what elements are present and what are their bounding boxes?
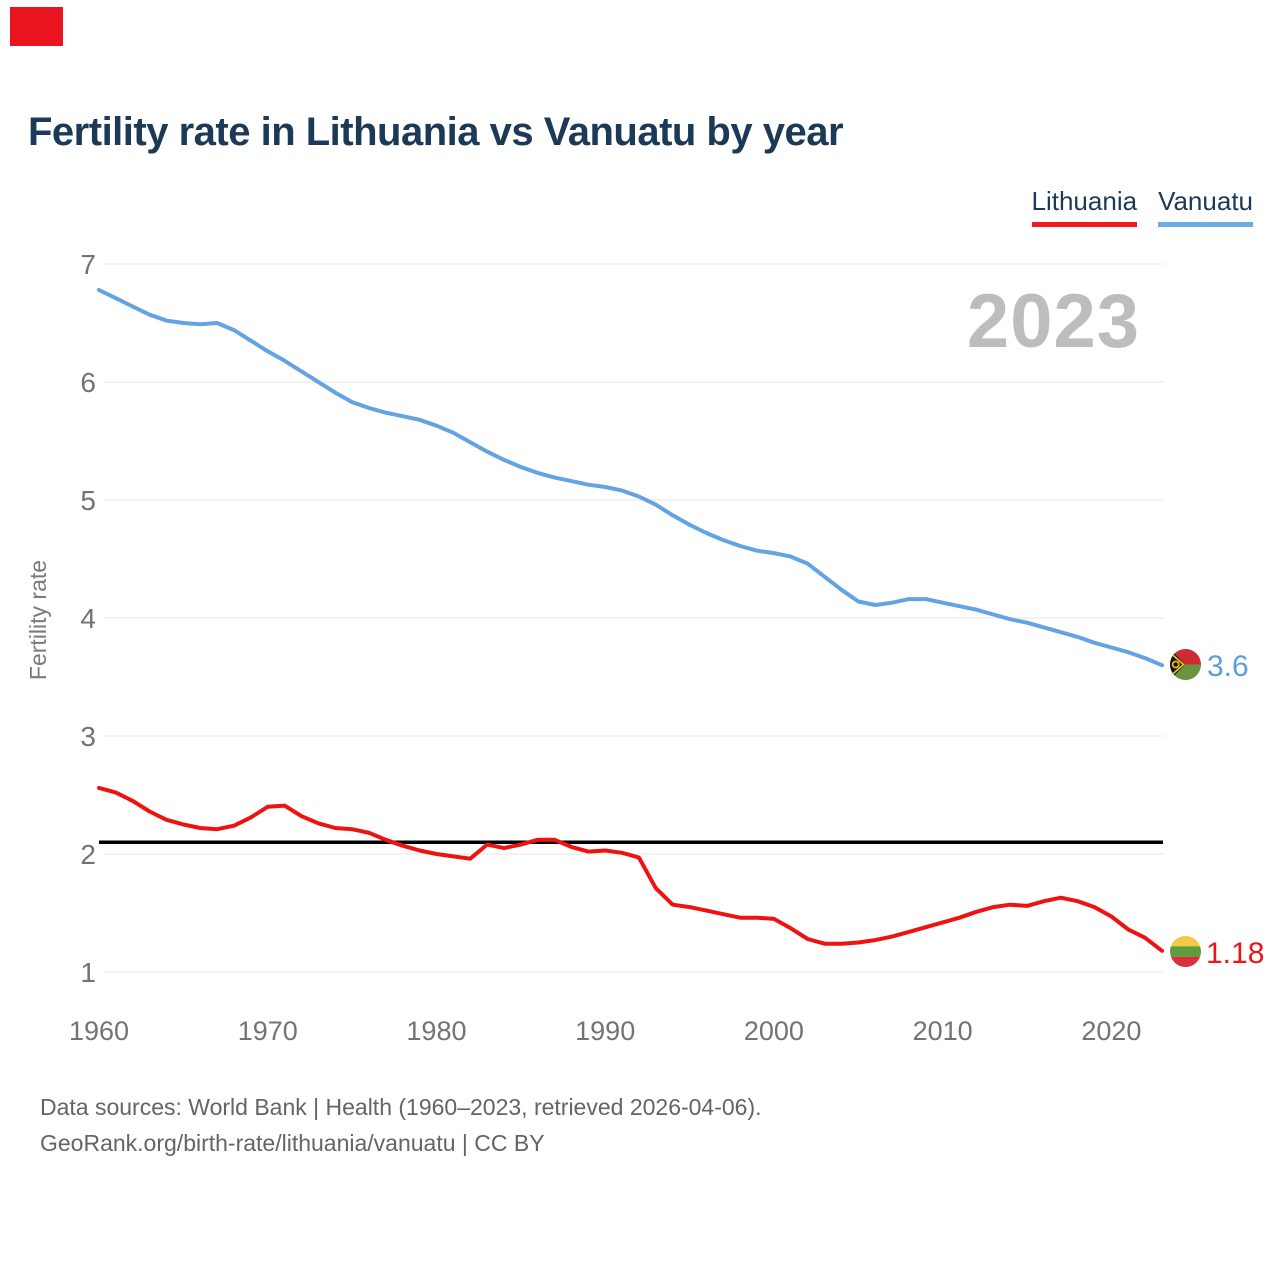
y-tick-label: 2 — [80, 839, 96, 870]
y-tick-label: 7 — [80, 249, 96, 280]
logo-mark — [10, 7, 63, 46]
y-tick-label: 3 — [80, 721, 96, 752]
legend: Lithuania Vanuatu — [1031, 186, 1253, 227]
series-line-lithuania — [97, 785, 1164, 953]
x-tick-label: 1980 — [406, 1016, 466, 1046]
y-tick-label: 5 — [80, 485, 96, 516]
page-title: Fertility rate in Lithuania vs Vanuatu b… — [28, 110, 844, 154]
vanuatu-flag-icon — [1170, 649, 1201, 680]
y-tick-label: 1 — [80, 957, 96, 988]
footer-sources-line: Data sources: World Bank | Health (1960–… — [40, 1094, 762, 1120]
y-tick-label: 4 — [80, 603, 96, 634]
x-tick-label: 2020 — [1081, 1016, 1141, 1046]
y-axis-title: Fertility rate — [25, 560, 51, 680]
legend-label-lithuania: Lithuania — [1031, 186, 1138, 216]
lithuania-flag-icon — [1170, 936, 1201, 967]
legend-item-lithuania[interactable]: Lithuania — [1031, 186, 1138, 227]
legend-label-vanuatu: Vanuatu — [1158, 186, 1253, 216]
footer-attribution-line: GeoRank.org/birth-rate/lithuania/vanuatu… — [40, 1130, 545, 1156]
vanuatu-end-value: 3.6 — [1207, 650, 1249, 683]
x-tick-label: 1970 — [238, 1016, 298, 1046]
footer: Data sources: World Bank | Health (1960–… — [40, 1089, 762, 1161]
lithuania-end-value: 1.18 — [1206, 937, 1265, 970]
legend-item-vanuatu[interactable]: Vanuatu — [1158, 186, 1253, 227]
series-line-vanuatu — [97, 288, 1164, 668]
x-tick-label: 2010 — [913, 1016, 973, 1046]
x-tick-label: 2000 — [744, 1016, 804, 1046]
x-tick-label: 1990 — [575, 1016, 635, 1046]
y-tick-label: 6 — [80, 367, 96, 398]
year-watermark: 2023 — [966, 279, 1140, 364]
x-tick-label: 1960 — [69, 1016, 129, 1046]
